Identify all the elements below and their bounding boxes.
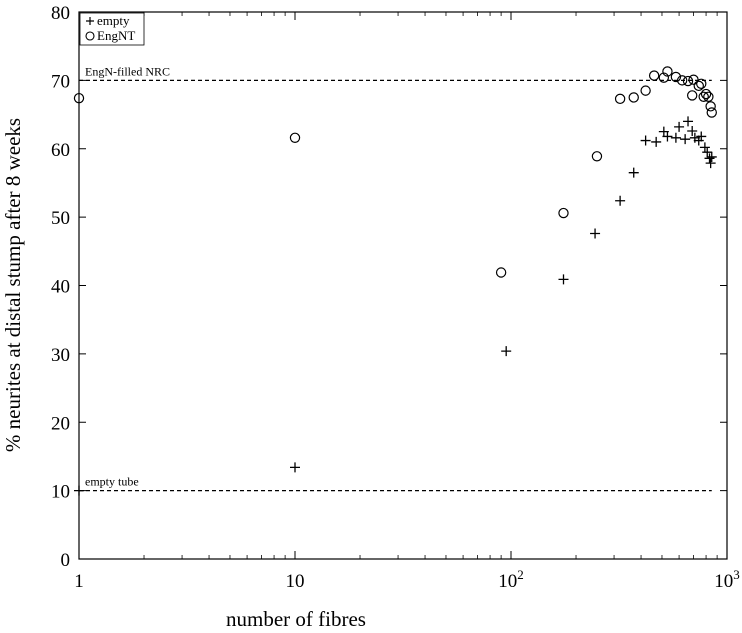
legend-label: empty <box>97 13 130 28</box>
plot-frame <box>78 11 728 560</box>
data-point-circle <box>705 101 716 112</box>
data-point-plus <box>662 131 673 142</box>
data-point-circle <box>648 70 660 81</box>
data-point-plus <box>699 142 710 153</box>
series-empty <box>74 116 717 496</box>
x-axis-title: number of fibres <box>226 607 366 631</box>
data-point-circle <box>73 92 85 104</box>
data-point-circle <box>693 80 704 92</box>
y-tick-label: 20 <box>51 413 70 434</box>
y-tick-label: 50 <box>51 208 70 229</box>
data-point-plus <box>705 158 716 169</box>
legend-marker-plus <box>86 17 94 25</box>
data-point-circle <box>700 88 712 100</box>
x-tick-label: 1 <box>74 571 84 592</box>
data-point-circle <box>682 75 694 87</box>
data-point-plus <box>74 485 84 496</box>
data-point-plus <box>702 147 713 158</box>
data-point-circle <box>696 78 707 89</box>
data-point-plus <box>590 228 601 239</box>
x-tick-label: 102 <box>498 567 524 592</box>
data-point-plus <box>640 135 651 146</box>
legend-marker-circle <box>85 31 95 41</box>
y-tick-label: 10 <box>51 482 70 503</box>
y-tick-label: 60 <box>51 140 70 161</box>
data-point-circle <box>662 66 673 77</box>
reference-line-label: EngN-filled NRC <box>85 64 170 78</box>
x-tick-label: 103 <box>714 567 740 592</box>
data-point-circle <box>686 90 698 101</box>
data-point-plus <box>704 153 715 164</box>
data-point-circle <box>591 151 603 162</box>
data-point-plus <box>290 462 300 473</box>
data-point-plus <box>706 151 717 162</box>
series-engnt <box>73 66 717 278</box>
data-point-plus <box>687 125 698 136</box>
data-point-plus <box>501 346 512 357</box>
x-tick-label: 10 <box>286 571 305 592</box>
data-point-plus <box>680 134 691 145</box>
x-axis-ticks: 1 10 102 103 <box>74 12 740 592</box>
data-point-plus <box>628 167 639 178</box>
data-point-circle <box>628 92 639 103</box>
y-tick-label: 30 <box>51 345 70 366</box>
data-point-plus <box>670 132 681 143</box>
data-point-circle <box>706 107 717 118</box>
data-point-circle <box>658 72 670 83</box>
data-point-circle <box>289 132 301 144</box>
data-point-circle <box>703 91 714 102</box>
data-point-circle <box>670 71 682 83</box>
data-point-plus <box>558 274 569 285</box>
x-tick-exponent: 3 <box>733 567 740 582</box>
data-point-circle <box>640 85 651 96</box>
y-tick-label: 0 <box>61 550 71 571</box>
y-axis-title: % neurites at distal stump after 8 weeks <box>1 118 25 452</box>
data-point-plus <box>615 195 626 206</box>
data-point-plus <box>651 136 662 147</box>
legend-label: EngNT <box>97 28 135 43</box>
x-tick-exponent: 2 <box>517 567 524 582</box>
data-point-circle <box>698 91 709 102</box>
reference-line-label: empty tube <box>85 475 139 489</box>
data-point-circle <box>614 93 626 105</box>
data-point-plus <box>693 135 704 146</box>
y-tick-label: 40 <box>51 277 70 298</box>
data-point-plus <box>674 121 685 132</box>
data-point-plus <box>683 116 694 127</box>
data-point-circle <box>495 267 507 278</box>
data-point-plus <box>696 131 707 142</box>
y-tick-label: 70 <box>51 71 70 92</box>
data-point-circle <box>558 207 569 219</box>
reference-lines: EngN-filled NRC empty tube <box>79 64 712 492</box>
y-tick-label: 80 <box>51 3 70 24</box>
data-point-circle <box>676 75 688 86</box>
y-axis-ticks: 0 10 20 30 40 50 60 70 80 <box>51 3 727 571</box>
data-series <box>73 66 717 496</box>
plot-border <box>78 11 728 560</box>
